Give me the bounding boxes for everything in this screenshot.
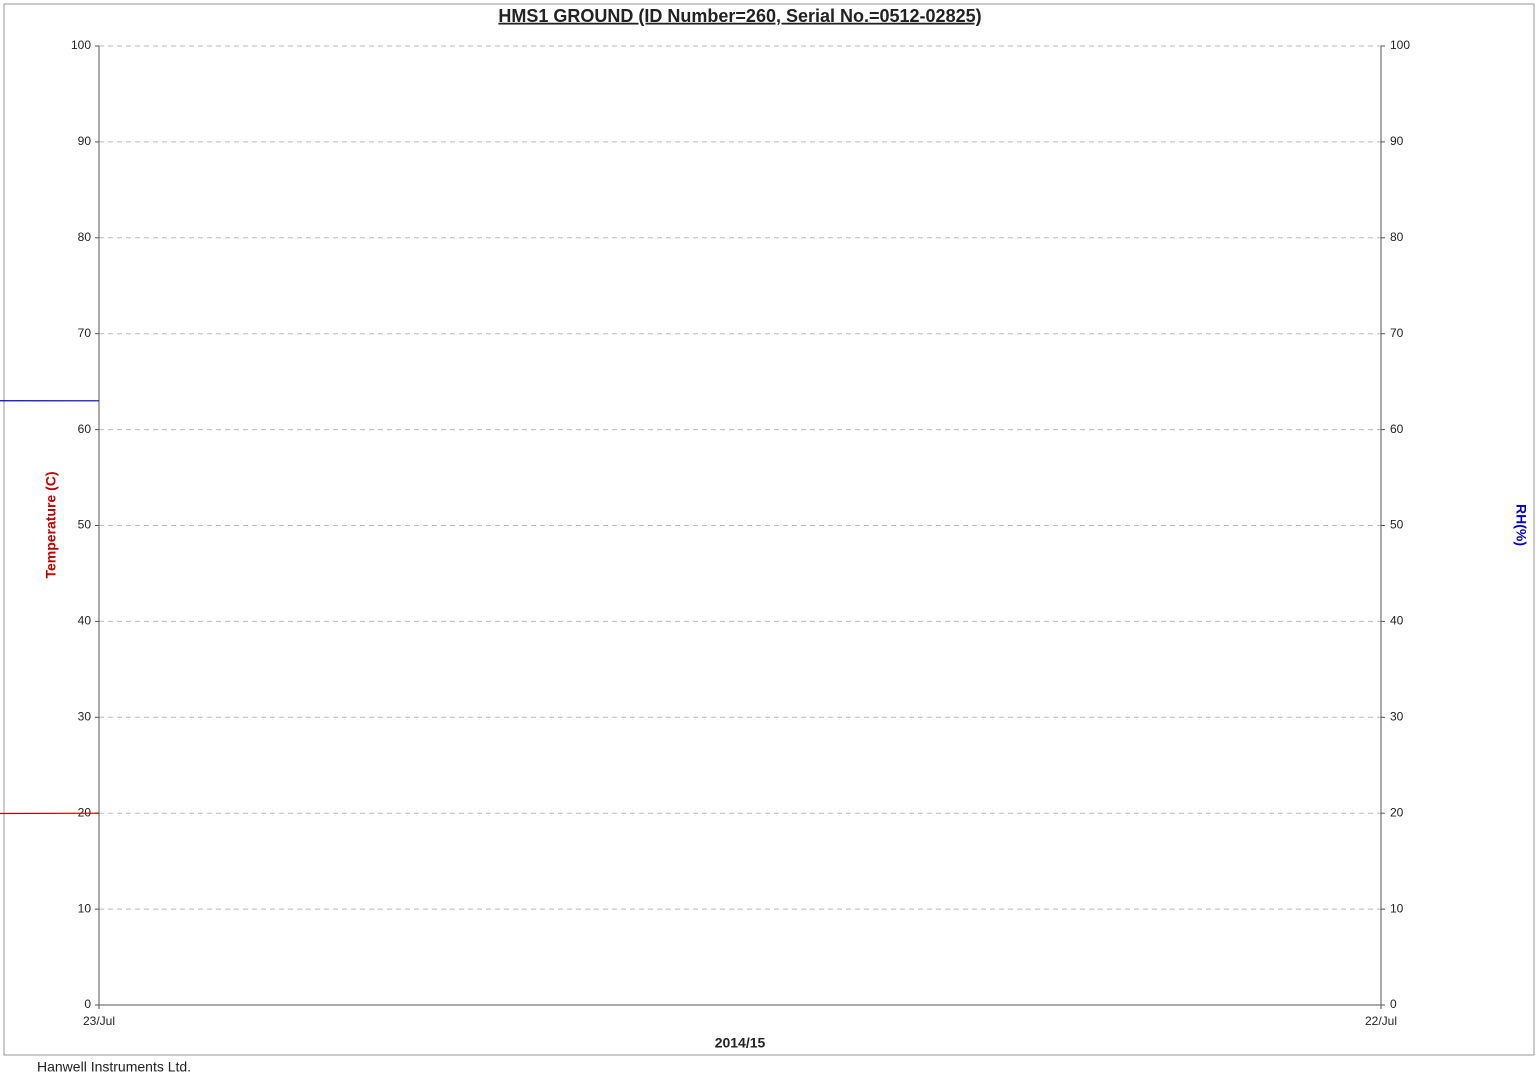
y-tick-label: 30 (78, 709, 92, 723)
chart-title: HMS1 GROUND (ID Number=260, Serial No.=0… (498, 6, 981, 26)
y-tick-label: 80 (78, 230, 92, 244)
y-tick-label: 40 (78, 614, 92, 628)
y-tick-label: 70 (78, 326, 92, 340)
y2-tick-label: 40 (1390, 614, 1404, 628)
y-tick-label: 60 (78, 422, 92, 436)
y-tick-label: 90 (78, 134, 92, 148)
y2-tick-label: 70 (1390, 326, 1404, 340)
y2-tick-label: 100 (1390, 38, 1410, 52)
y2-tick-label: 80 (1390, 230, 1404, 244)
series-line (0, 812, 100, 815)
y2-tick-label: 0 (1390, 997, 1397, 1011)
chart-frame (3, 3, 1535, 1056)
y-axis-title: Temperature (C) (43, 471, 59, 578)
y2-tick-label: 10 (1390, 901, 1404, 915)
y2-tick-label: 20 (1390, 805, 1404, 819)
y2-tick-label: 50 (1390, 518, 1404, 532)
y-tick-label: 100 (71, 38, 91, 52)
x-axis-title: 2014/15 (715, 1035, 766, 1051)
y2-tick-label: 60 (1390, 422, 1404, 436)
y2-axis-title: RH(%) (1513, 504, 1529, 546)
y-tick-label: 50 (78, 518, 92, 532)
y-tick-label: 10 (78, 901, 92, 915)
x-tick-label: 23/Jul (83, 1014, 115, 1028)
x-tick-label: 22/Jul (1365, 1014, 1397, 1028)
y2-tick-label: 90 (1390, 134, 1404, 148)
y-tick-label: 20 (78, 805, 92, 819)
footer: Hanwell Instruments Ltd. (37, 1059, 191, 1075)
y-tick-label: 0 (84, 997, 91, 1011)
y2-tick-label: 30 (1390, 709, 1404, 723)
